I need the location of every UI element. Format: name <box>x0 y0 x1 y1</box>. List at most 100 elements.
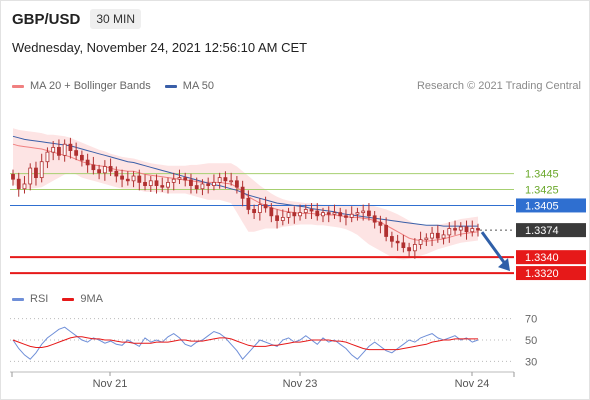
candle-body <box>108 166 113 172</box>
candle-body <box>91 164 96 171</box>
ma20-label: MA 20 + Bollinger Bands <box>30 80 151 92</box>
candle <box>257 198 262 221</box>
support-label: 1.3320 <box>525 268 559 280</box>
candle <box>344 209 348 226</box>
candle-body <box>22 183 27 190</box>
candle-body <box>424 237 429 241</box>
candle-body <box>470 228 475 233</box>
candle <box>263 196 268 213</box>
candle <box>252 204 257 219</box>
candle-body <box>458 226 463 231</box>
candle-body <box>114 170 119 177</box>
candle <box>212 174 216 191</box>
x-tick-label: Nov 23 <box>283 378 318 390</box>
candle-body <box>171 178 176 183</box>
candle <box>91 156 96 175</box>
candle <box>22 176 27 194</box>
current-price-badge <box>516 223 586 238</box>
candle-body <box>125 178 130 182</box>
candle <box>332 204 337 219</box>
candle-body <box>189 179 193 186</box>
symbol-label: GBP/USD <box>12 10 81 28</box>
candle-body <box>453 228 457 231</box>
candle <box>476 223 480 237</box>
candle <box>424 233 429 247</box>
candle-body <box>407 247 412 252</box>
candle-body <box>200 183 205 190</box>
candle-body <box>355 212 360 215</box>
candle-body <box>160 185 165 188</box>
legend-ma50: MA 50 <box>164 80 214 92</box>
chart-header: GBP/USD 30 MIN <box>12 8 142 30</box>
support-badge <box>516 250 586 265</box>
candle-body <box>57 146 61 156</box>
candle <box>355 207 360 221</box>
candle <box>407 242 412 258</box>
candle-body <box>395 240 400 244</box>
candle <box>441 230 446 245</box>
candle-body <box>120 175 124 180</box>
legend-rsi: RSI <box>12 293 48 305</box>
candle <box>246 190 251 215</box>
candle <box>275 209 279 229</box>
resistance-label: 1.3445 <box>525 169 559 181</box>
timeframe-badge[interactable]: 30 MIN <box>90 9 142 29</box>
candle-body <box>45 151 50 163</box>
ma50-line <box>12 135 478 227</box>
candle <box>131 171 136 188</box>
candle-body <box>212 181 216 186</box>
ma50-label: MA 50 <box>182 80 214 92</box>
candle-body <box>367 210 371 217</box>
candle <box>418 231 423 250</box>
candle-body <box>240 186 245 199</box>
moving-average-layer <box>12 135 479 242</box>
candle-body <box>74 150 79 156</box>
candle <box>401 234 406 253</box>
candle-body <box>286 212 291 218</box>
rsi-swatch <box>12 297 24 301</box>
candle-body <box>51 146 56 153</box>
candle <box>177 169 182 184</box>
candle-body <box>344 215 348 218</box>
candle <box>464 220 469 240</box>
ma20-swatch <box>12 84 24 88</box>
resistance-label: 1.3425 <box>525 185 559 197</box>
candle <box>148 176 153 192</box>
candle <box>166 177 170 194</box>
candle-body <box>11 174 15 180</box>
candle-body <box>298 212 302 217</box>
support-badge <box>516 266 586 281</box>
candle <box>315 203 320 221</box>
candle-body <box>143 181 147 186</box>
candle <box>389 231 394 248</box>
candle <box>280 209 285 226</box>
candle-body <box>401 242 406 249</box>
candle-body <box>194 185 199 190</box>
ma9-swatch <box>62 297 75 301</box>
candle-body <box>85 159 90 166</box>
candle <box>143 174 147 191</box>
credit-label: Research © 2021 Trading Central <box>416 80 581 92</box>
candle <box>16 172 21 197</box>
candle <box>269 203 274 223</box>
candle <box>223 171 228 189</box>
candle-body <box>183 177 188 181</box>
candle <box>125 171 130 186</box>
current-price-label: 1.3374 <box>525 225 559 237</box>
candle-body <box>79 154 84 161</box>
candle <box>79 150 84 167</box>
candle-body <box>206 183 211 186</box>
candle <box>39 153 44 183</box>
rsi-legend: RSI 9MA <box>12 293 117 305</box>
timestamp: Wednesday, November 24, 2021 12:56:10 AM… <box>12 40 308 55</box>
candle <box>62 139 67 162</box>
candle-body <box>131 175 136 182</box>
candle-body <box>263 204 268 209</box>
candle-body <box>418 239 423 245</box>
x-tick-label: Nov 21 <box>93 378 128 390</box>
candle-body <box>166 181 170 188</box>
candle-body <box>154 180 159 186</box>
price-legend: MA 20 + Bollinger Bands MA 50 <box>12 80 228 92</box>
candle <box>286 207 291 224</box>
